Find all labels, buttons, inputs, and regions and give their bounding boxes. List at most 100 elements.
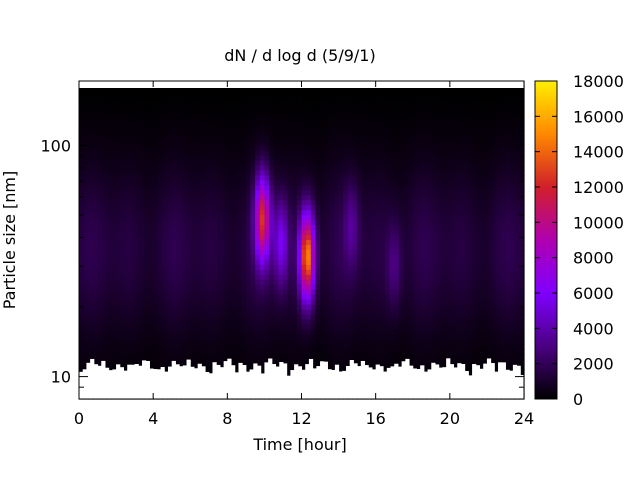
heatmap-cell	[139, 230, 144, 236]
heatmap-cell	[98, 220, 103, 226]
heatmap-cell	[473, 205, 478, 211]
heatmap-cell	[496, 96, 501, 102]
heatmap-cell	[269, 290, 274, 296]
heatmap-cell	[153, 235, 158, 241]
heatmap-cell	[385, 290, 390, 296]
heatmap-cell	[153, 295, 158, 301]
heatmap-cell	[79, 185, 84, 191]
heatmap-cell	[366, 310, 371, 316]
heatmap-cell	[227, 320, 232, 326]
heatmap-cell	[139, 116, 144, 122]
heatmap-cell	[515, 255, 520, 261]
heatmap-cell	[260, 235, 265, 241]
heatmap-cell	[306, 170, 311, 176]
heatmap-cell	[441, 116, 446, 122]
heatmap-cell	[121, 131, 126, 137]
heatmap-cell	[297, 96, 302, 102]
heatmap-cell	[107, 245, 112, 251]
heatmap-cell	[223, 310, 228, 316]
heatmap-cell	[288, 295, 293, 301]
heatmap-cell	[167, 121, 172, 127]
heatmap-cell	[380, 250, 385, 256]
heatmap-cell	[417, 255, 422, 261]
heatmap-cell	[251, 156, 256, 162]
heatmap-cell	[510, 180, 515, 186]
heatmap-cell	[162, 255, 167, 261]
heatmap-cell	[441, 220, 446, 226]
heatmap-cell	[195, 101, 200, 107]
heatmap-cell	[441, 121, 446, 127]
heatmap-cell	[241, 185, 246, 191]
heatmap-cell	[139, 121, 144, 127]
heatmap-cell	[473, 165, 478, 171]
heatmap-cell	[93, 111, 98, 117]
heatmap-cell	[162, 260, 167, 266]
heatmap-cell	[264, 195, 269, 201]
heatmap-cell	[227, 255, 232, 261]
heatmap-cell	[84, 161, 89, 167]
heatmap-cell	[445, 245, 450, 251]
heatmap-cell	[121, 141, 126, 147]
heatmap-cell	[417, 116, 422, 122]
heatmap-cell	[302, 210, 307, 216]
heatmap-cell	[445, 185, 450, 191]
heatmap-cell	[195, 116, 200, 122]
heatmap-cell	[88, 280, 93, 286]
heatmap-cell	[116, 260, 121, 266]
heatmap-cell	[390, 151, 395, 157]
heatmap-cell	[306, 300, 311, 306]
heatmap-cell	[195, 195, 200, 201]
heatmap-cell	[431, 126, 436, 132]
heatmap-cell	[186, 329, 191, 335]
heatmap-cell	[441, 200, 446, 206]
heatmap-cell	[315, 275, 320, 281]
heatmap-cell	[283, 126, 288, 132]
heatmap-cell	[176, 300, 181, 306]
heatmap-cell	[158, 200, 163, 206]
heatmap-cell	[366, 146, 371, 152]
heatmap-cell	[93, 240, 98, 246]
heatmap-cell	[510, 285, 515, 291]
heatmap-cell	[116, 121, 121, 127]
heatmap-cell	[283, 131, 288, 137]
heatmap-cell	[204, 190, 209, 196]
heatmap-cell	[274, 265, 279, 271]
heatmap-cell	[464, 111, 469, 117]
heatmap-cell	[274, 235, 279, 241]
heatmap-cell	[431, 151, 436, 157]
heatmap-cell	[385, 320, 390, 326]
heatmap-cell	[468, 126, 473, 132]
heatmap-cell	[167, 329, 172, 335]
heatmap-cell	[79, 170, 84, 176]
heatmap-cell	[218, 215, 223, 221]
heatmap-cell	[274, 300, 279, 306]
heatmap-cell	[190, 300, 195, 306]
heatmap-cell	[422, 324, 427, 330]
heatmap-cell	[473, 240, 478, 246]
heatmap-cell	[255, 315, 260, 321]
heatmap-cell	[482, 230, 487, 236]
heatmap-cell	[144, 146, 149, 152]
heatmap-cell	[505, 205, 510, 211]
heatmap-cell	[366, 240, 371, 246]
heatmap-cell	[209, 126, 214, 132]
heatmap-cell	[306, 250, 311, 256]
heatmap-cell	[158, 329, 163, 335]
heatmap-cell	[153, 200, 158, 206]
heatmap-cell	[269, 334, 274, 340]
heatmap-cell	[251, 225, 256, 231]
heatmap-cell	[348, 126, 353, 132]
heatmap-cell	[362, 329, 367, 335]
heatmap-cell	[269, 275, 274, 281]
heatmap-cell	[84, 310, 89, 316]
heatmap-cell	[264, 161, 269, 167]
heatmap-cell	[251, 190, 256, 196]
heatmap-cell	[473, 250, 478, 256]
heatmap-cell	[371, 165, 376, 171]
heatmap-cell	[325, 310, 330, 316]
heatmap-cell	[84, 230, 89, 236]
heatmap-cell	[371, 210, 376, 216]
heatmap-cell	[427, 285, 432, 291]
heatmap-cell	[311, 161, 316, 167]
heatmap-cell	[84, 305, 89, 311]
